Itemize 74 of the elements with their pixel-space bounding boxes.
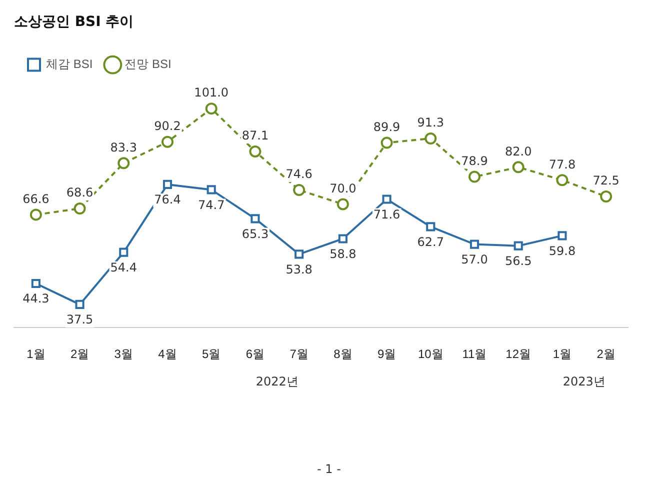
- text: 2023년: [562, 374, 606, 389]
- point: [31, 278, 40, 288]
- point: [336, 198, 349, 210]
- x-tick-label: 4월: [158, 347, 177, 362]
- text: 2022년: [256, 374, 298, 389]
- point: [250, 214, 260, 224]
- x-tick-label: 1월: [552, 347, 572, 362]
- point: [249, 145, 262, 158]
- point: [600, 190, 612, 202]
- x-tick-label: 8월: [334, 347, 352, 362]
- point: [470, 240, 480, 249]
- point: [118, 157, 130, 170]
- point: [206, 185, 216, 194]
- data-label: 70.0: [330, 181, 356, 196]
- point: [162, 180, 172, 189]
- legend-label: 전망 BSI: [124, 57, 172, 72]
- data-label: 74.7: [198, 198, 225, 212]
- point: [426, 222, 436, 232]
- point: [556, 174, 568, 186]
- point: [294, 250, 304, 259]
- point: [380, 136, 393, 149]
- data-label: 68.6: [66, 186, 94, 200]
- data-label: 74.6: [286, 167, 312, 182]
- x-tick-label: 5월: [202, 347, 221, 362]
- data-label: 77.8: [548, 157, 576, 172]
- point: [558, 231, 567, 240]
- x-tick-label: 9월: [377, 347, 396, 362]
- data-label: 78.9: [461, 154, 488, 168]
- x-tick-label: 7월: [290, 347, 308, 362]
- data-label: 87.1: [242, 128, 269, 143]
- data-label: 56.5: [505, 254, 532, 268]
- data-label: 54.4: [110, 260, 137, 274]
- data-label: 82.0: [505, 144, 532, 158]
- data-label: 44.3: [22, 292, 50, 306]
- data-label: 91.3: [417, 116, 444, 130]
- data-label: 65.3: [242, 226, 269, 241]
- data-label: 83.3: [110, 140, 137, 154]
- x-tick-label: 6월: [246, 347, 265, 362]
- x-tick-label: 1월: [26, 347, 46, 362]
- x-tick-label: 12월: [506, 347, 532, 362]
- x-tick-label: 2월: [596, 347, 616, 362]
- legend-label: 체감 BSI: [46, 57, 93, 72]
- point: [382, 194, 392, 204]
- x-tick-label: 3월: [114, 347, 133, 362]
- x-tick-label: 10월: [418, 347, 444, 362]
- point: [293, 184, 306, 196]
- data-label: 76.4: [154, 192, 181, 207]
- point: [74, 202, 86, 215]
- point: [514, 241, 523, 250]
- data-label: 101.0: [194, 86, 229, 100]
- data-label: 58.8: [330, 246, 356, 261]
- point: [119, 248, 128, 257]
- point: [162, 136, 174, 148]
- point: [424, 132, 437, 144]
- point: [30, 208, 42, 221]
- point: [205, 102, 218, 115]
- data-label: 89.9: [373, 120, 400, 134]
- point: [338, 234, 348, 244]
- data-label: 66.6: [22, 192, 50, 206]
- chart-title: 소상공인 BSI 추이: [14, 14, 134, 30]
- data-label: 57.0: [461, 252, 488, 266]
- data-label: 37.5: [66, 312, 94, 327]
- data-label: 59.8: [548, 244, 576, 258]
- data-label: 72.5: [592, 174, 620, 188]
- data-label: 71.6: [373, 207, 400, 222]
- point: [75, 300, 84, 309]
- point: [468, 170, 480, 183]
- x-tick-label: 11월: [462, 347, 487, 362]
- x-tick-label: 2월: [70, 347, 90, 362]
- data-label: 90.2: [154, 119, 181, 134]
- point: [512, 161, 524, 174]
- data-label: 53.8: [286, 262, 312, 276]
- text: - 1 -: [317, 462, 341, 476]
- data-label: 62.7: [417, 234, 444, 249]
